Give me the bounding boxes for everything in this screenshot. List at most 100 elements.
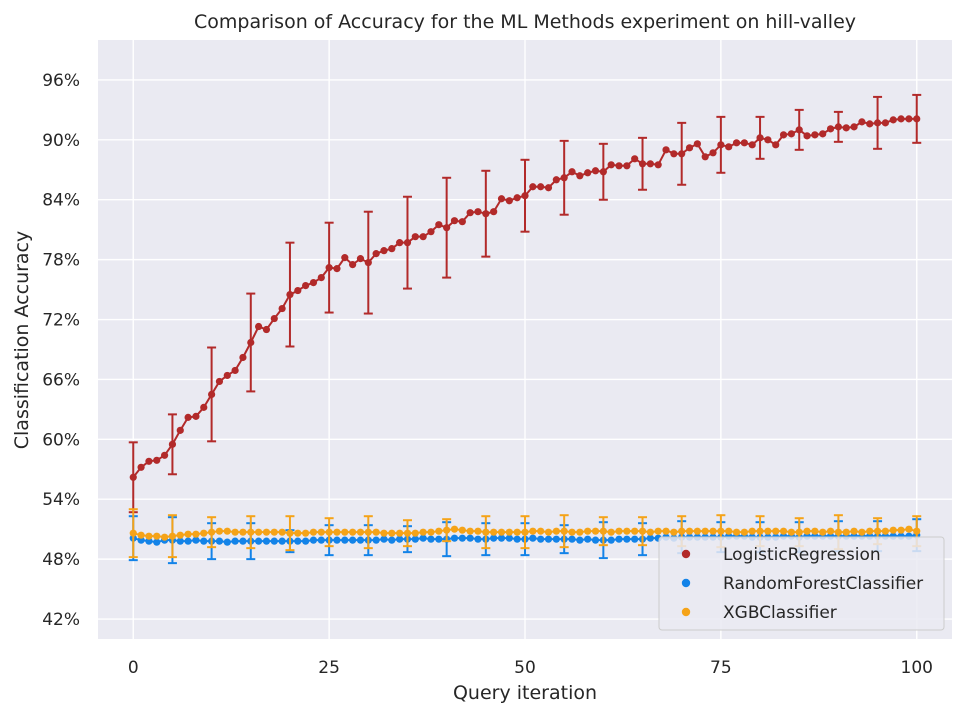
x-axis-label: Query iteration [453, 682, 597, 704]
data-point [615, 162, 623, 170]
data-point [474, 208, 482, 216]
legend-label: XGBClassifier [723, 603, 837, 623]
data-point [779, 131, 788, 139]
data-point [317, 274, 325, 282]
data-point [153, 532, 161, 540]
data-point [129, 529, 137, 537]
data-point [764, 527, 772, 535]
data-point [137, 531, 145, 539]
data-point [325, 264, 333, 272]
data-point [873, 119, 882, 127]
data-point [341, 254, 349, 262]
data-point [897, 526, 905, 534]
data-point [317, 536, 325, 544]
y-tick-label: 42% [42, 610, 80, 630]
legend-marker [681, 607, 691, 617]
data-point [560, 527, 568, 535]
data-point [161, 533, 169, 541]
data-point [411, 535, 419, 543]
data-point [223, 371, 231, 380]
x-tick-label: 0 [128, 658, 139, 678]
data-point [701, 527, 709, 535]
data-point [450, 525, 459, 533]
data-point [521, 528, 529, 536]
data-point [333, 536, 341, 544]
y-tick-label: 54% [42, 490, 80, 510]
data-point [411, 529, 419, 537]
data-point [333, 265, 341, 273]
data-point [505, 534, 513, 542]
data-point [756, 134, 764, 142]
data-point [309, 278, 318, 287]
ticks: 42% 48% 54% 60% 66% 72% 78% 84% 90% 96% 0 25 50 75 100 [42, 71, 933, 678]
data-point [145, 457, 153, 465]
data-point [638, 527, 647, 535]
y-tick-label: 96% [42, 71, 80, 91]
data-point [842, 528, 850, 536]
data-point [278, 537, 286, 545]
legend-marker [681, 549, 691, 559]
data-point [599, 168, 607, 176]
data-point [905, 115, 913, 123]
data-point [560, 174, 568, 182]
data-point [717, 141, 725, 149]
data-point [255, 528, 263, 536]
data-point [631, 155, 639, 163]
series-logisticregression [128, 93, 922, 514]
data-point [772, 141, 780, 149]
data-point [787, 130, 795, 138]
legend-label: RandomForestClassifier [723, 574, 923, 594]
data-point [834, 528, 842, 536]
data-point [748, 141, 756, 149]
data-point [192, 412, 200, 420]
data-point [482, 528, 490, 536]
data-point [607, 536, 615, 544]
data-point [466, 534, 474, 542]
y-tick-label: 72% [42, 311, 80, 331]
y-axis-label: Classification Accuracy [11, 231, 33, 450]
data-point [505, 197, 513, 205]
data-point [623, 162, 631, 170]
data-point [623, 535, 631, 543]
data-point [129, 473, 137, 481]
data-point [740, 528, 748, 536]
data-point [654, 161, 662, 169]
data-point [239, 537, 247, 545]
data-point [858, 118, 866, 126]
data-point [513, 535, 521, 543]
data-point [537, 535, 545, 543]
data-point [184, 413, 192, 421]
y-tick-label: 84% [42, 191, 80, 211]
data-point [537, 527, 545, 535]
data-point [819, 130, 827, 138]
data-point [631, 535, 639, 543]
data-point [529, 527, 537, 535]
data-point [568, 528, 576, 536]
data-point [850, 527, 858, 535]
data-point [309, 536, 318, 544]
data-point [294, 529, 302, 537]
data-point [913, 527, 921, 535]
data-point [200, 403, 208, 411]
data-point [497, 534, 506, 542]
x-tick-label: 50 [514, 658, 536, 678]
x-tick-label: 75 [710, 658, 732, 678]
data-point [396, 529, 404, 537]
data-point [568, 168, 576, 176]
data-point [834, 123, 842, 131]
data-point [403, 529, 412, 537]
data-point [544, 535, 553, 543]
data-point [591, 536, 600, 544]
data-point [380, 535, 388, 543]
data-point [826, 527, 835, 535]
data-point [231, 366, 239, 375]
data-point [552, 527, 560, 535]
data-point [513, 528, 521, 536]
data-point [709, 527, 717, 535]
data-point [568, 535, 576, 543]
data-point [153, 456, 161, 464]
data-point [662, 146, 670, 154]
data-point [889, 116, 897, 124]
data-point [576, 172, 584, 180]
